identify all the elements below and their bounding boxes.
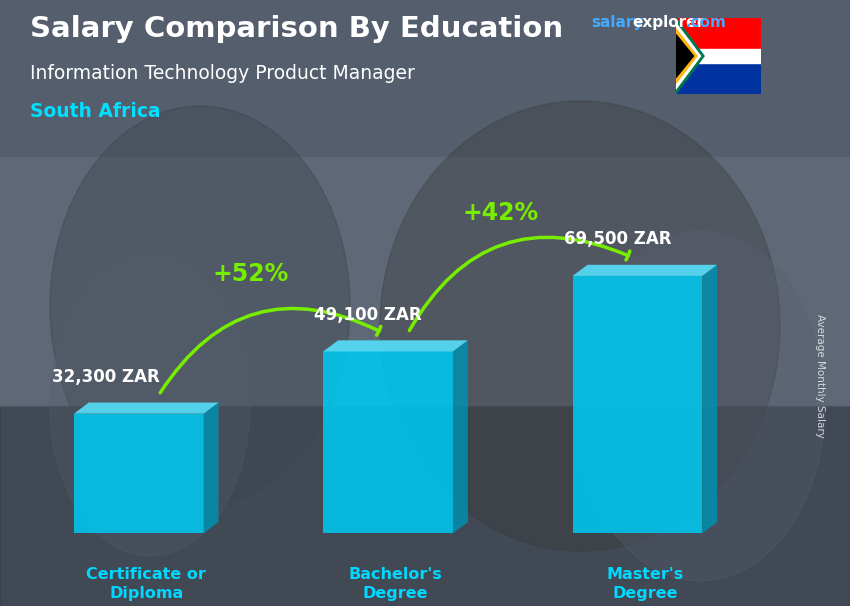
Polygon shape	[676, 18, 704, 94]
Text: 32,300 ZAR: 32,300 ZAR	[53, 368, 160, 386]
Bar	[699, 50, 761, 56]
Polygon shape	[453, 341, 468, 533]
Polygon shape	[573, 276, 702, 533]
Text: salary: salary	[591, 15, 643, 30]
Text: 69,500 ZAR: 69,500 ZAR	[564, 230, 672, 248]
Text: +42%: +42%	[462, 201, 538, 225]
Ellipse shape	[50, 106, 350, 506]
Text: Certificate or
Diploma: Certificate or Diploma	[86, 567, 207, 601]
Polygon shape	[676, 28, 697, 84]
Polygon shape	[323, 341, 468, 351]
Text: 49,100 ZAR: 49,100 ZAR	[314, 305, 422, 324]
Bar	[0, 0, 850, 156]
Bar	[676, 18, 761, 56]
Polygon shape	[676, 35, 694, 78]
Ellipse shape	[380, 101, 780, 551]
Text: explorer: explorer	[632, 15, 705, 30]
Polygon shape	[74, 414, 203, 533]
Polygon shape	[74, 402, 218, 414]
Ellipse shape	[50, 256, 250, 556]
Polygon shape	[323, 351, 453, 533]
Polygon shape	[702, 265, 717, 533]
Text: Bachelor's
Degree: Bachelor's Degree	[348, 567, 442, 601]
Ellipse shape	[575, 231, 825, 581]
Text: +52%: +52%	[212, 262, 289, 285]
Text: Average Monthly Salary: Average Monthly Salary	[815, 314, 825, 438]
Text: South Africa: South Africa	[30, 102, 161, 121]
Bar	[0, 156, 850, 406]
Bar	[676, 56, 761, 94]
Text: .com: .com	[685, 15, 726, 30]
Polygon shape	[203, 402, 218, 533]
Text: Information Technology Product Manager: Information Technology Product Manager	[30, 64, 415, 82]
Bar	[699, 56, 761, 62]
Text: Salary Comparison By Education: Salary Comparison By Education	[30, 15, 563, 43]
Bar	[0, 406, 850, 606]
Text: Master's
Degree: Master's Degree	[606, 567, 683, 601]
Polygon shape	[573, 265, 717, 276]
Polygon shape	[676, 23, 700, 89]
